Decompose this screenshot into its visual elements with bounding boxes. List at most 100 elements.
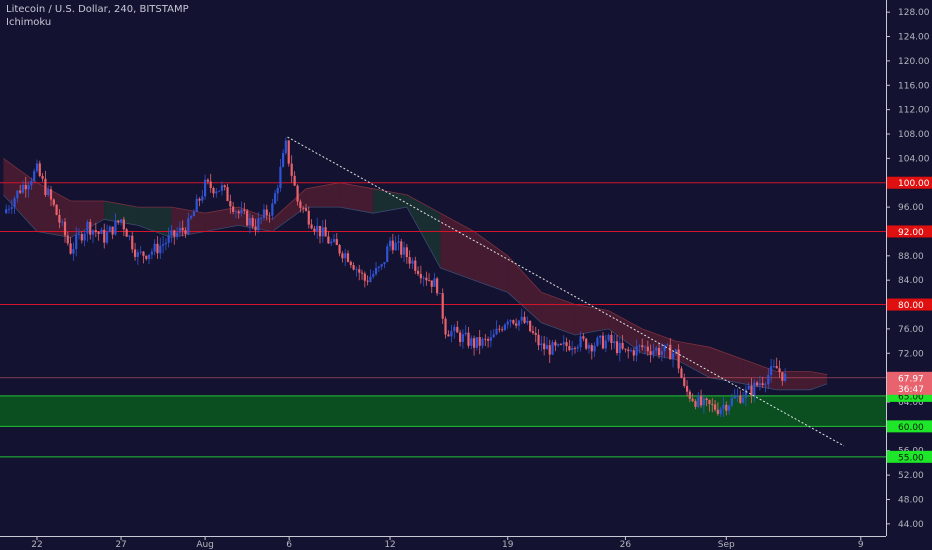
candle — [125, 227, 128, 237]
candle — [618, 337, 621, 362]
candle — [327, 231, 330, 244]
candle — [495, 320, 498, 336]
candle — [711, 397, 714, 413]
time-axis[interactable]: 22 27 Aug 6 12 19 26 Sep 9 — [0, 536, 886, 550]
candle — [7, 205, 11, 214]
candle — [543, 336, 546, 356]
symbol-title[interactable]: Litecoin / U.S. Dollar, 240, BITSTAMP — [6, 4, 189, 15]
candle — [669, 338, 672, 360]
candle — [657, 343, 661, 359]
candle — [599, 334, 602, 345]
candle — [147, 254, 151, 264]
candle — [699, 389, 703, 408]
candle — [422, 275, 425, 287]
time-tick-label: 9 — [858, 540, 864, 550]
candle — [55, 204, 58, 216]
candle — [441, 288, 444, 324]
candle — [58, 209, 61, 229]
level-label-92.00[interactable]: 92.00 — [898, 228, 924, 238]
candle — [585, 337, 588, 351]
price-tick-label: 108.00 — [898, 130, 930, 140]
candle — [178, 221, 181, 237]
candle — [438, 293, 442, 294]
candle — [131, 231, 134, 253]
candle — [153, 239, 156, 256]
level-label-65.00[interactable]: 65.00 — [898, 392, 924, 402]
level-label-bg-60.00 — [887, 420, 932, 433]
candle — [293, 171, 296, 187]
candle — [284, 137, 287, 156]
candle — [741, 392, 745, 404]
indicator-label[interactable]: Ichimoku — [6, 17, 52, 28]
candle — [91, 229, 95, 244]
candle — [386, 243, 389, 263]
candle — [660, 343, 663, 362]
level-label-55.00[interactable]: 55.00 — [898, 453, 924, 463]
candle — [744, 385, 747, 407]
candle — [705, 397, 708, 407]
candle — [548, 339, 551, 363]
cloud-segment — [440, 213, 475, 281]
candle — [201, 189, 204, 204]
cloud-segment — [541, 292, 575, 335]
candle — [419, 265, 422, 284]
candle — [83, 230, 86, 247]
candle — [220, 181, 224, 196]
candle — [223, 184, 226, 191]
candle — [604, 334, 607, 353]
candle — [377, 265, 380, 272]
candle — [383, 262, 386, 269]
candle — [526, 316, 529, 325]
candle — [24, 176, 27, 198]
candle — [509, 319, 512, 328]
time-tick-label: 12 — [384, 540, 395, 550]
candle — [204, 174, 207, 200]
candle — [164, 238, 167, 251]
cloud-segment — [574, 304, 609, 335]
candle — [145, 255, 148, 261]
candle — [573, 346, 577, 354]
candle — [506, 319, 509, 329]
level-label-100.00[interactable]: 100.00 — [898, 179, 930, 189]
candle — [391, 233, 394, 254]
candle — [772, 359, 776, 369]
candle — [610, 331, 613, 350]
candle — [358, 264, 361, 281]
candle — [545, 336, 549, 350]
candle — [105, 224, 109, 245]
level-label-80.00[interactable]: 80.00 — [898, 301, 924, 311]
candle — [268, 212, 271, 223]
candle — [195, 194, 198, 213]
candle — [739, 390, 742, 404]
candle — [778, 360, 781, 378]
candle — [492, 329, 495, 338]
candle — [756, 380, 759, 388]
price-tick-label: 104.00 — [898, 154, 930, 164]
candle — [240, 201, 243, 217]
candle — [150, 248, 153, 260]
candle — [416, 266, 420, 277]
candle — [444, 316, 447, 339]
candle — [271, 199, 274, 221]
candle — [767, 367, 770, 390]
candle — [587, 342, 591, 354]
candle — [775, 357, 778, 369]
candle — [590, 343, 593, 360]
candle — [363, 271, 366, 288]
candle — [531, 325, 535, 335]
candle — [475, 337, 479, 351]
candle — [627, 346, 630, 359]
candle — [643, 345, 647, 355]
cloud-segment — [474, 231, 508, 293]
candle — [551, 339, 554, 356]
price-axis[interactable]: 128.00 124.00 120.00 116.00 112.00 108.00 104.… — [886, 0, 932, 550]
level-label-60.00[interactable]: 60.00 — [898, 423, 924, 433]
candle — [330, 238, 333, 246]
time-tick-label: 19 — [502, 540, 514, 550]
candle — [10, 199, 13, 214]
candle — [136, 249, 139, 265]
candle — [397, 234, 400, 251]
candle — [380, 263, 383, 271]
candle — [725, 401, 728, 416]
